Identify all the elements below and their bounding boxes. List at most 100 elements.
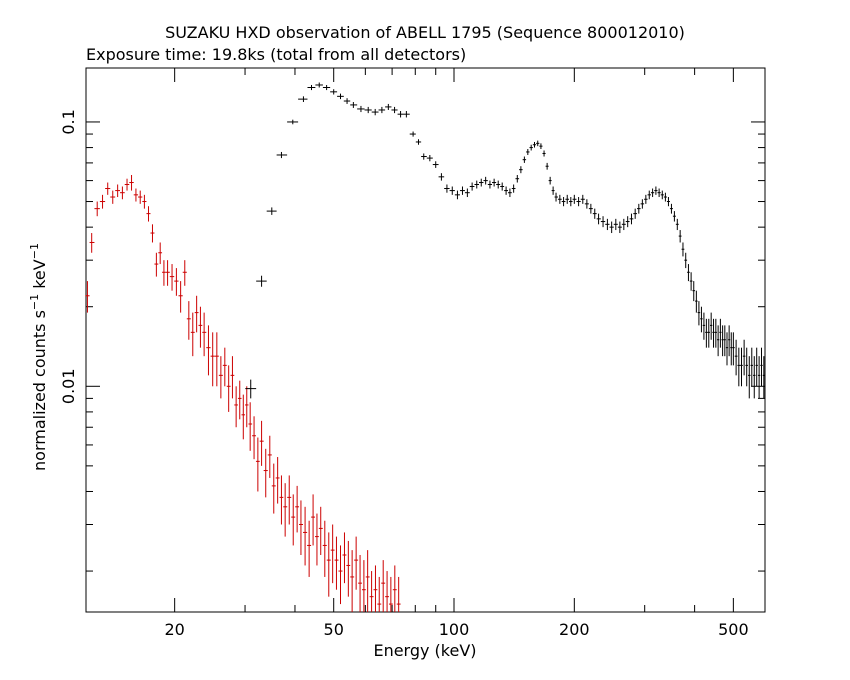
data-point: [728, 325, 731, 357]
data-point: [287, 119, 299, 125]
data-point: [576, 197, 581, 207]
y-tick-label: 0.01: [59, 368, 78, 404]
data-point: [110, 190, 116, 204]
data-point: [315, 82, 323, 88]
data-point: [469, 182, 475, 191]
data-point: [373, 565, 378, 612]
data-point: [654, 186, 658, 195]
data-point: [600, 216, 606, 228]
data-point: [721, 325, 724, 357]
data-point: [621, 218, 626, 231]
data-point: [377, 576, 382, 612]
data-point: [178, 281, 183, 313]
data-point: [745, 347, 748, 387]
data-point: [248, 402, 253, 451]
data-point: [432, 161, 439, 168]
data-point: [592, 208, 597, 219]
data-point: [725, 332, 729, 366]
data-point: [675, 218, 679, 231]
data-point: [346, 540, 351, 597]
data-point: [357, 105, 365, 113]
data-point: [474, 180, 480, 189]
series-1: [85, 174, 401, 612]
data-point: [689, 272, 693, 291]
data-point: [716, 325, 720, 357]
data-point: [753, 356, 756, 399]
data-point: [338, 545, 343, 605]
data-point: [354, 536, 359, 590]
data-point: [234, 386, 238, 428]
data-point: [742, 339, 746, 376]
data-point: [640, 199, 645, 209]
data-point: [415, 139, 422, 145]
data-point: [580, 194, 585, 204]
data-point: [255, 437, 260, 492]
data-point: [120, 186, 125, 200]
data-point: [492, 178, 497, 187]
data-point: [334, 536, 339, 590]
data-point: [303, 506, 308, 566]
data-point: [364, 106, 372, 114]
data-point: [672, 211, 676, 222]
data-point: [557, 194, 562, 204]
data-point: [444, 184, 450, 193]
data-point: [371, 108, 379, 116]
data-point: [740, 347, 743, 387]
data-point: [500, 182, 505, 191]
x-tick-label: 200: [559, 620, 590, 639]
data-point: [267, 435, 272, 478]
data-point: [391, 106, 398, 114]
x-tick-label: 500: [718, 620, 749, 639]
data-point: [358, 555, 362, 612]
data-point: [237, 380, 242, 420]
data-point: [378, 106, 386, 114]
data-point: [226, 365, 231, 412]
data-point: [343, 98, 351, 104]
data-point: [421, 153, 427, 160]
data-point: [449, 186, 455, 195]
data-point: [210, 332, 215, 387]
data-point: [700, 306, 703, 333]
x-tick-label: 50: [324, 620, 344, 639]
x-axis-label: Energy (keV): [373, 641, 476, 660]
data-point: [636, 203, 641, 214]
y-label-part-1: normalized counts s: [30, 310, 49, 471]
data-point: [190, 312, 195, 357]
data-point: [318, 506, 323, 556]
data-point: [198, 306, 203, 348]
data-point: [737, 347, 741, 387]
data-point: [245, 379, 257, 399]
data-point: [629, 213, 634, 225]
x-tick-label: 100: [439, 620, 470, 639]
data-point: [697, 301, 701, 326]
data-point: [182, 260, 187, 286]
data-point: [678, 230, 682, 243]
data-point: [545, 162, 549, 170]
data-point: [396, 576, 401, 612]
data-point: [165, 260, 170, 286]
data-point: [750, 347, 754, 387]
data-point: [350, 550, 355, 612]
data-point: [663, 192, 667, 202]
data-point: [299, 500, 304, 556]
data-point: [747, 356, 751, 399]
data-point: [330, 89, 338, 95]
data-point: [551, 186, 555, 195]
data-point: [322, 520, 327, 577]
data-point: [142, 194, 147, 209]
data-point: [496, 180, 501, 189]
plot-axes: 20 50 100 200 500 0.01 0.1: [59, 67, 766, 639]
data-point: [426, 154, 433, 162]
data-point: [584, 199, 589, 209]
data-point: [657, 188, 661, 198]
data-point: [548, 176, 552, 185]
data-point: [85, 281, 90, 313]
data-point: [129, 174, 134, 191]
data-point: [695, 290, 698, 313]
data-point: [138, 190, 143, 204]
data-point: [99, 194, 106, 209]
data-point: [554, 192, 558, 202]
data-point: [526, 149, 530, 155]
data-point: [89, 233, 95, 253]
